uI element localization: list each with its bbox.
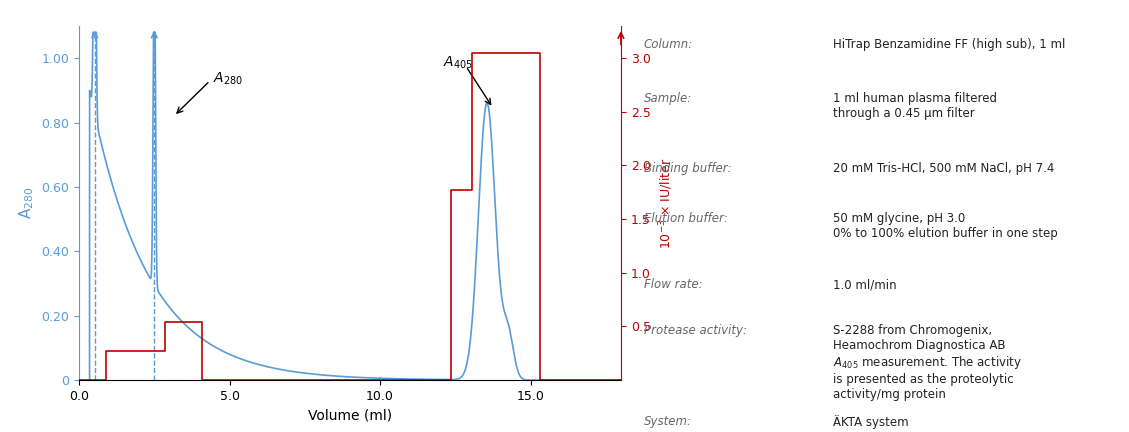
X-axis label: Volume (ml): Volume (ml) <box>308 408 392 422</box>
Text: S-2288 from Chromogenix,
Heamochrom Diagnostica AB
$A_{405}$ measurement. The ac: S-2288 from Chromogenix, Heamochrom Diag… <box>833 324 1022 401</box>
Text: Binding buffer:: Binding buffer: <box>644 162 732 175</box>
Text: Flow rate:: Flow rate: <box>644 278 702 291</box>
Text: ÄKTA system: ÄKTA system <box>833 415 909 429</box>
Text: 1.0 ml/min: 1.0 ml/min <box>833 278 896 291</box>
Text: $A_{280}$: $A_{280}$ <box>213 71 243 87</box>
Text: Elution buffer:: Elution buffer: <box>644 212 727 225</box>
Y-axis label: A$_{280}$: A$_{280}$ <box>17 187 36 219</box>
Text: 1 ml human plasma filtered
through a 0.45 μm filter: 1 ml human plasma filtered through a 0.4… <box>833 92 997 120</box>
Text: 50 mM glycine, pH 3.0
0% to 100% elution buffer in one step: 50 mM glycine, pH 3.0 0% to 100% elution… <box>833 212 1058 240</box>
Y-axis label: 10$^{-3}$ × IU/liter: 10$^{-3}$ × IU/liter <box>657 157 675 249</box>
Text: $A_{405}$: $A_{405}$ <box>444 55 473 71</box>
Text: Column:: Column: <box>644 38 693 51</box>
Text: Protease activity:: Protease activity: <box>644 324 746 337</box>
Text: System:: System: <box>644 415 692 428</box>
Text: HiTrap Benzamidine FF (high sub), 1 ml: HiTrap Benzamidine FF (high sub), 1 ml <box>833 38 1066 51</box>
Text: 20 mM Tris-HCl, 500 mM NaCl, pH 7.4: 20 mM Tris-HCl, 500 mM NaCl, pH 7.4 <box>833 162 1054 175</box>
Text: Sample:: Sample: <box>644 92 692 105</box>
